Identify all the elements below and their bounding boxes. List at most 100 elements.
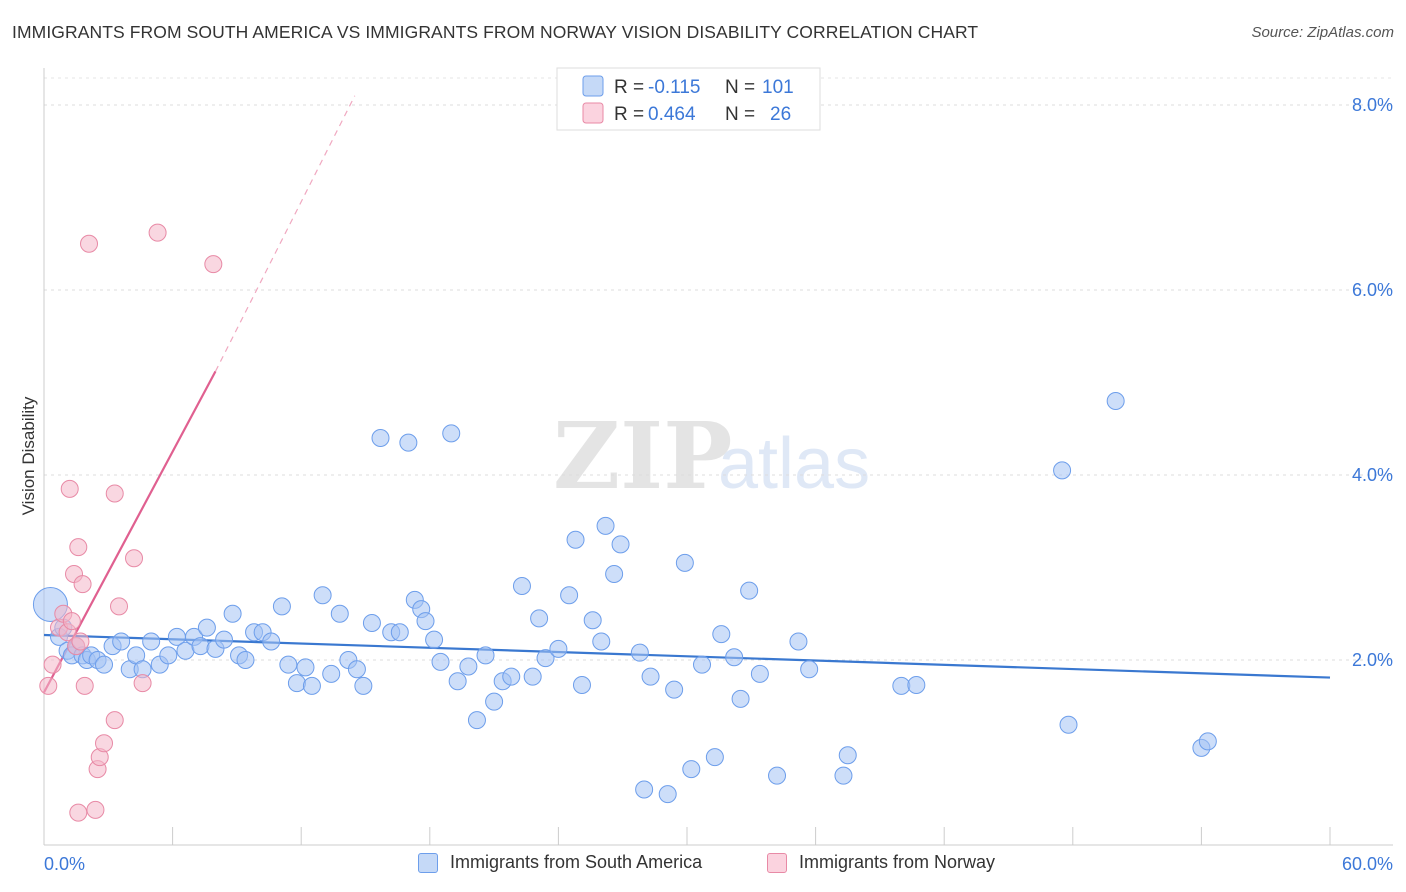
point-s0-38 xyxy=(322,664,341,683)
point-s1-22 xyxy=(125,549,144,568)
point-s1-1 xyxy=(43,655,62,674)
point-s0-37 xyxy=(313,586,332,605)
bottom-legend: Immigrants from South America Immigrants… xyxy=(0,852,1406,878)
source-label: Source: ZipAtlas.com xyxy=(1251,24,1394,41)
point-s0-35 xyxy=(296,658,315,677)
watermark-atlas: atlas xyxy=(718,424,870,504)
point-s1-15 xyxy=(86,800,105,819)
axes xyxy=(43,68,1393,846)
point-s1-0 xyxy=(39,676,58,695)
point-s1-23 xyxy=(133,674,152,693)
bottom-legend-label-south-america: Immigrants from South America xyxy=(450,852,703,872)
legend-n-label-2: N = xyxy=(725,104,755,125)
point-s0-16 xyxy=(142,632,161,651)
point-s1-20 xyxy=(105,484,124,503)
legend-box: R = -0.115 N = 101 R = 0.464 N = 26 xyxy=(556,67,821,131)
point-s0-91 xyxy=(834,766,853,785)
point-s0-50 xyxy=(416,612,435,631)
point-s0-79 xyxy=(675,553,694,572)
point-s0-65 xyxy=(549,639,568,658)
point-s0-73 xyxy=(611,535,630,554)
point-s0-33 xyxy=(279,655,298,674)
bottom-legend-item-norway: Immigrants from Norway xyxy=(767,852,995,873)
bottom-legend-swatch-south-america xyxy=(418,852,438,873)
point-s0-95 xyxy=(1106,392,1125,410)
point-s1-21 xyxy=(110,597,129,616)
trend-line-0 xyxy=(43,633,1331,679)
point-s0-81 xyxy=(693,655,712,674)
point-s0-47 xyxy=(399,433,418,452)
point-s0-82 xyxy=(705,748,724,767)
point-s0-32 xyxy=(272,597,291,616)
point-s0-52 xyxy=(431,652,450,671)
point-s0-97 xyxy=(1053,461,1072,480)
point-s1-10 xyxy=(69,538,88,557)
point-s0-23 xyxy=(197,618,216,637)
point-s0-46 xyxy=(390,623,409,642)
trend-lines xyxy=(43,95,1331,693)
point-s0-51 xyxy=(425,630,444,649)
point-s1-19 xyxy=(105,711,124,730)
point-s0-41 xyxy=(347,660,366,679)
point-s0-34 xyxy=(287,674,306,693)
data-points xyxy=(32,223,1217,822)
point-s0-93 xyxy=(892,676,911,695)
point-s0-66 xyxy=(560,586,579,605)
point-s0-78 xyxy=(665,680,684,699)
point-s1-14 xyxy=(80,234,99,253)
point-s0-25 xyxy=(215,630,234,649)
point-s0-70 xyxy=(592,632,611,651)
legend-r-label-1: R = xyxy=(614,77,644,98)
point-s0-94 xyxy=(907,675,926,694)
legend-r-label-2: R = xyxy=(614,104,644,125)
point-s0-68 xyxy=(572,675,591,694)
point-s0-12 xyxy=(112,632,131,651)
point-s0-56 xyxy=(467,711,486,730)
point-s0-96 xyxy=(1059,715,1078,734)
bottom-legend-swatch-norway xyxy=(767,852,787,873)
watermark-zip: ZIP xyxy=(553,402,732,510)
point-s0-71 xyxy=(596,516,615,535)
point-s0-72 xyxy=(605,564,624,583)
point-s0-69 xyxy=(583,611,602,630)
point-s0-64 xyxy=(536,649,555,668)
y-tick-labels: 2.0% 4.0% 6.0% 8.0% xyxy=(1352,95,1393,670)
y-tick-label-3: 8.0% xyxy=(1352,95,1393,115)
point-s0-36 xyxy=(302,676,321,695)
point-s1-18 xyxy=(95,734,114,753)
point-s0-22 xyxy=(191,637,210,656)
point-s0-44 xyxy=(371,429,390,447)
point-s0-88 xyxy=(768,766,787,785)
point-s0-89 xyxy=(789,632,808,651)
point-s1-5 xyxy=(62,612,81,631)
point-s0-53 xyxy=(442,424,461,443)
point-s0-42 xyxy=(354,676,373,695)
point-s0-67 xyxy=(566,530,585,549)
point-s0-75 xyxy=(635,780,654,799)
point-s1-9 xyxy=(69,803,88,822)
point-s0-39 xyxy=(330,604,349,623)
point-s1-12 xyxy=(73,575,92,594)
point-s0-87 xyxy=(750,664,769,683)
point-s0-60 xyxy=(502,667,521,686)
point-s0-83 xyxy=(712,625,731,644)
point-s0-55 xyxy=(459,657,478,676)
x-tick-labels: 0.0% 60.0% xyxy=(44,854,1393,874)
point-s0-61 xyxy=(512,577,531,595)
x-tick-label-min: 0.0% xyxy=(44,854,85,874)
legend-n-value-1: 101 xyxy=(762,77,794,98)
point-s0-74 xyxy=(630,643,649,662)
y-tick-label-1: 4.0% xyxy=(1352,465,1393,485)
point-s0-90 xyxy=(800,660,819,679)
legend-n-value-2: 26 xyxy=(770,104,791,125)
point-s0-43 xyxy=(362,614,381,632)
point-s0-58 xyxy=(485,692,504,711)
point-s0-86 xyxy=(740,581,759,600)
bottom-legend-item-south-america: Immigrants from South America xyxy=(418,852,702,873)
point-s0-18 xyxy=(159,646,178,665)
point-s0-77 xyxy=(658,785,677,804)
legend-r-value-2: 0.464 xyxy=(648,104,696,125)
point-s0-57 xyxy=(476,646,495,665)
point-s0-10 xyxy=(95,655,114,674)
